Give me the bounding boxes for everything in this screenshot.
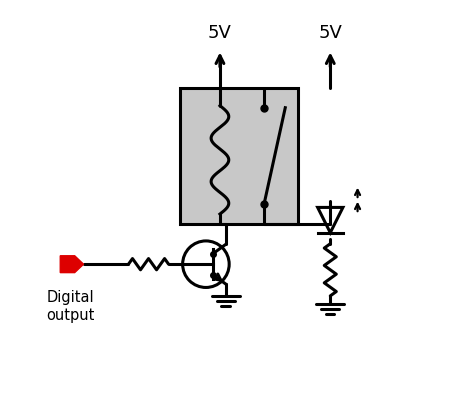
Polygon shape <box>60 256 83 273</box>
Bar <box>180 88 298 224</box>
Text: Digital
output: Digital output <box>46 290 95 323</box>
Text: 5V: 5V <box>318 23 342 42</box>
Text: 5V: 5V <box>208 23 232 42</box>
